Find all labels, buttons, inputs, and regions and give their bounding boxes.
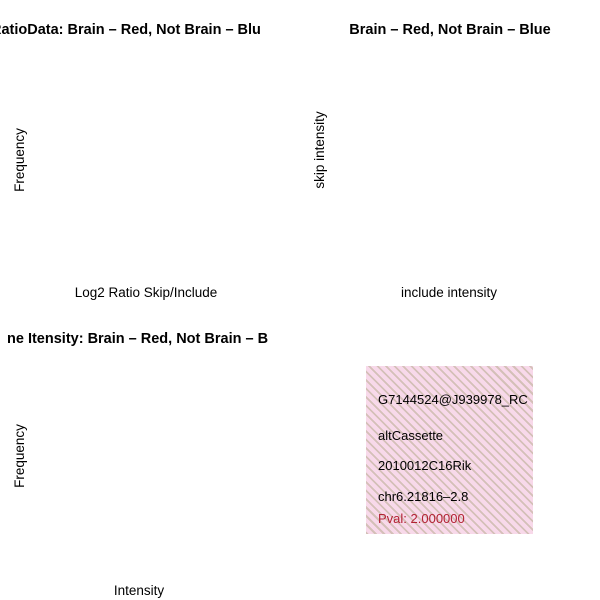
gene-event-type: altCassette [378,428,444,443]
ratio-hist-ylabel: Frequency [12,128,27,192]
gene-hist-ylabel: Frequency [12,424,27,488]
gene-symbol: 2010012C16Rik [378,458,472,473]
scatter-xlabel: include intensity [401,285,497,300]
gene-info-box: G7144524@J939978_RC altCassette 2010012C… [366,366,533,534]
gene-hist-xlabel: Intensity [114,583,165,598]
scatter-ylabel: skip intensity [312,111,327,189]
scatter-title: Brain – Red, Not Brain – Blue [349,22,551,38]
gene-locus: chr6.21816–2.8 [378,489,469,504]
ratio-hist-xlabel: Log2 Ratio Skip/Include [75,285,218,300]
gene-probe-id: G7144524@J939978_RC [378,392,528,407]
gene-pvalue: Pval: 2.000000 [378,511,465,526]
